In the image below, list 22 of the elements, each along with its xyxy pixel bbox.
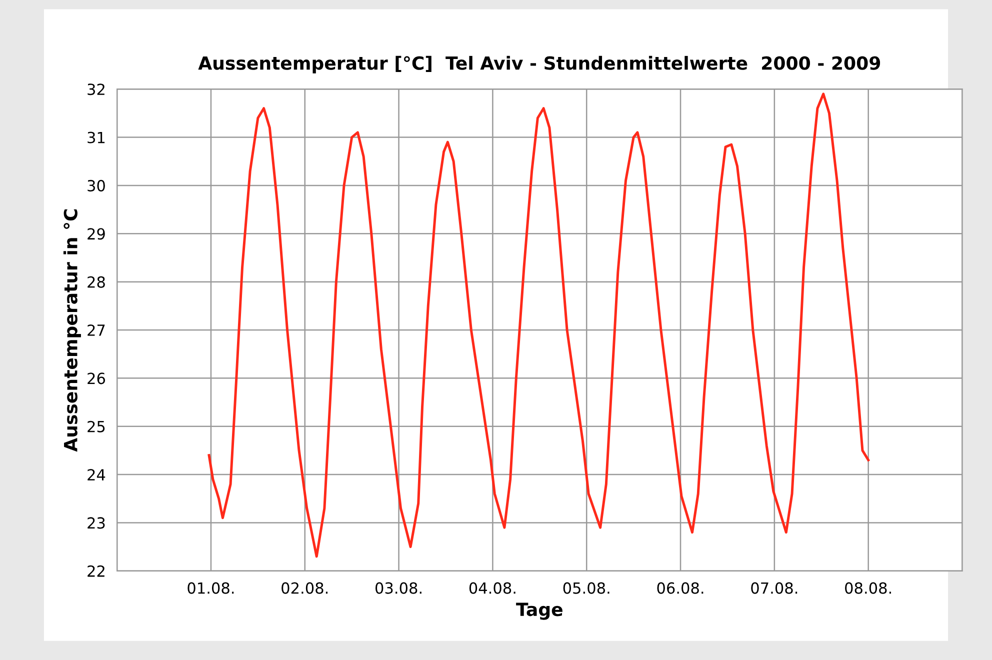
y-tick-label: 25 [88,420,105,432]
y-tick-label: 28 [88,276,105,288]
y-tick-label: 26 [88,372,105,384]
y-tick-label: 23 [88,517,105,529]
x-tick-label: 01.08. [188,582,234,594]
y-tick-label: 30 [88,180,105,192]
x-tick-label: 06.08. [657,582,704,594]
y-tick-label: 27 [88,324,105,336]
chart-title: Aussentemperatur [°C] Tel Aviv - Stundenmittelwerte 2000 - 2009 [198,56,880,74]
y-tick-label: 22 [88,565,104,577]
x-axis-title: Tage [516,602,562,620]
x-tick-label: 08.08. [845,582,891,594]
x-tick-label: 03.08. [375,582,422,594]
x-tick-label: 04.08. [469,582,516,594]
y-tick-label: 24 [88,469,106,480]
x-tick-label: 05.08. [563,582,610,594]
y-tick-label: 29 [88,228,105,240]
x-tick-label: 02.08. [282,582,328,594]
y-axis-title: Aussentemperatur in °C [63,209,81,452]
y-tick-label: 32 [88,84,104,96]
x-tick-label: 07.08. [751,582,798,594]
y-tick-label: 31 [88,132,105,144]
